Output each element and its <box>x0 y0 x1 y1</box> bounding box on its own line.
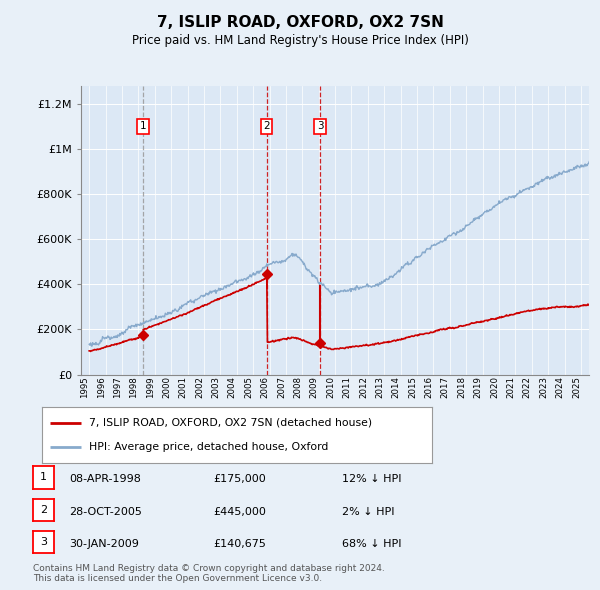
Text: 1: 1 <box>139 121 146 131</box>
Text: 68% ↓ HPI: 68% ↓ HPI <box>342 539 401 549</box>
Text: 2001: 2001 <box>179 376 188 398</box>
Text: £445,000: £445,000 <box>213 507 266 516</box>
Text: 2: 2 <box>40 505 47 514</box>
Text: 2015: 2015 <box>408 376 417 398</box>
Text: £140,675: £140,675 <box>213 539 266 549</box>
Text: 2020: 2020 <box>490 376 499 398</box>
Text: 12% ↓ HPI: 12% ↓ HPI <box>342 474 401 484</box>
Text: 2000: 2000 <box>162 376 171 398</box>
Text: Price paid vs. HM Land Registry's House Price Index (HPI): Price paid vs. HM Land Registry's House … <box>131 34 469 47</box>
Text: 2013: 2013 <box>375 376 384 398</box>
Text: 2002: 2002 <box>195 376 204 398</box>
Text: 2: 2 <box>263 121 270 131</box>
Text: £175,000: £175,000 <box>213 474 266 484</box>
Text: 08-APR-1998: 08-APR-1998 <box>69 474 141 484</box>
Text: 2021: 2021 <box>506 376 515 398</box>
Text: Contains HM Land Registry data © Crown copyright and database right 2024.
This d: Contains HM Land Registry data © Crown c… <box>33 563 385 583</box>
Text: HPI: Average price, detached house, Oxford: HPI: Average price, detached house, Oxfo… <box>89 442 328 453</box>
Text: 2003: 2003 <box>211 376 220 398</box>
Text: 2004: 2004 <box>228 376 237 398</box>
Text: 3: 3 <box>317 121 323 131</box>
Text: 2018: 2018 <box>457 376 466 398</box>
Text: 1997: 1997 <box>113 376 122 398</box>
Text: 7, ISLIP ROAD, OXFORD, OX2 7SN (detached house): 7, ISLIP ROAD, OXFORD, OX2 7SN (detached… <box>89 418 372 428</box>
Text: 2023: 2023 <box>539 376 548 398</box>
Text: 1: 1 <box>40 473 47 482</box>
Text: 2024: 2024 <box>556 376 565 398</box>
Text: 1999: 1999 <box>146 376 155 398</box>
Text: 2014: 2014 <box>392 376 401 398</box>
Text: 2008: 2008 <box>293 376 302 398</box>
Text: 2% ↓ HPI: 2% ↓ HPI <box>342 507 395 516</box>
Text: 3: 3 <box>40 537 47 547</box>
Text: 1995: 1995 <box>80 376 89 398</box>
Text: 1996: 1996 <box>97 376 106 398</box>
Text: 2017: 2017 <box>441 376 450 398</box>
Text: 2019: 2019 <box>473 376 482 398</box>
Text: 2009: 2009 <box>310 376 319 398</box>
Text: 2016: 2016 <box>424 376 433 398</box>
Text: 28-OCT-2005: 28-OCT-2005 <box>69 507 142 516</box>
Text: 2006: 2006 <box>260 376 269 398</box>
Text: 2010: 2010 <box>326 376 335 398</box>
Text: 2022: 2022 <box>523 376 532 398</box>
Text: 2025: 2025 <box>572 376 581 398</box>
Text: 2005: 2005 <box>244 376 253 398</box>
Text: 2007: 2007 <box>277 376 286 398</box>
Text: 2012: 2012 <box>359 376 368 398</box>
Text: 1998: 1998 <box>130 376 139 398</box>
Text: 2011: 2011 <box>343 376 352 398</box>
Text: 7, ISLIP ROAD, OXFORD, OX2 7SN: 7, ISLIP ROAD, OXFORD, OX2 7SN <box>157 15 443 30</box>
Text: 30-JAN-2009: 30-JAN-2009 <box>69 539 139 549</box>
